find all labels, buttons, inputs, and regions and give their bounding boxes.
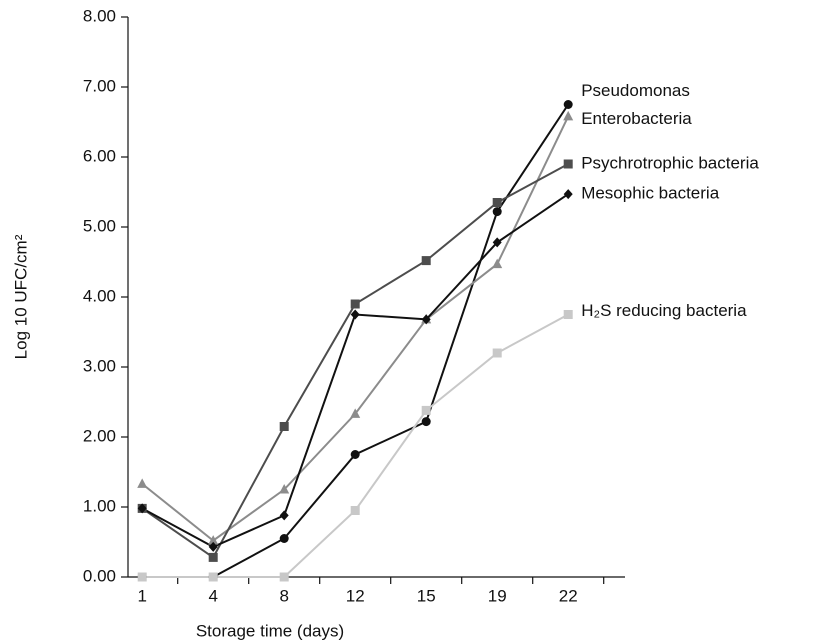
marker — [421, 417, 431, 427]
marker — [279, 534, 289, 543]
y-tick-label: 0.00 — [83, 566, 116, 585]
series-line — [141, 193, 569, 549]
series-label: Enterobacteria — [581, 109, 692, 128]
y-tick-label: 6.00 — [83, 146, 116, 165]
marker — [563, 100, 573, 109]
marker — [563, 110, 574, 121]
marker — [208, 541, 218, 552]
marker — [208, 552, 218, 562]
x-tick-label: 1 — [137, 586, 146, 605]
y-tick-label: 5.00 — [83, 216, 116, 235]
series-label: Mesophic bacteria — [581, 184, 720, 203]
y-tick-label: 2.00 — [83, 426, 116, 445]
y-tick-label: 3.00 — [83, 356, 116, 375]
series-line — [142, 313, 569, 578]
y-tick-label: 4.00 — [83, 286, 116, 305]
y-tick-label: 1.00 — [83, 496, 116, 515]
marker — [492, 348, 502, 358]
marker — [137, 572, 147, 582]
series-label: Pseudomonas — [581, 81, 690, 100]
marker — [137, 503, 147, 514]
marker — [350, 450, 360, 459]
series-line — [141, 115, 570, 542]
marker — [279, 572, 289, 582]
y-axis-title: Log 10 UFC/cm² — [11, 234, 30, 359]
series-line — [141, 163, 569, 559]
y-tick-label: 7.00 — [83, 76, 116, 95]
x-axis-title: Storage time (days) — [196, 621, 344, 640]
marker — [350, 299, 360, 309]
marker — [563, 310, 573, 319]
marker — [563, 159, 573, 169]
x-tick-label: 12 — [346, 586, 365, 605]
series-label: H₂S reducing bacteria — [581, 301, 747, 320]
marker — [492, 237, 502, 248]
x-tick-label: 19 — [488, 586, 507, 605]
marker — [350, 506, 360, 515]
marker — [279, 510, 289, 521]
marker — [279, 422, 289, 431]
marker — [492, 198, 502, 207]
marker — [492, 207, 502, 217]
x-tick-label: 22 — [559, 586, 578, 605]
marker — [421, 314, 431, 325]
marker — [492, 258, 503, 269]
x-tick-label: 15 — [417, 586, 436, 605]
marker — [279, 484, 290, 494]
x-tick-label: 8 — [279, 586, 288, 605]
marker — [137, 478, 148, 488]
marker — [350, 408, 361, 418]
marker — [421, 256, 431, 266]
marker — [421, 405, 431, 415]
marker — [208, 572, 218, 582]
marker — [350, 309, 360, 320]
series-label: Psychrotrophic bacteria — [581, 153, 759, 172]
x-tick-label: 4 — [208, 586, 217, 605]
y-tick-label: 8.00 — [83, 6, 116, 25]
marker — [208, 535, 219, 545]
marker — [563, 189, 573, 200]
